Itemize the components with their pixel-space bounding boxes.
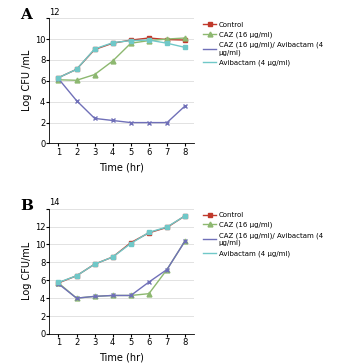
X-axis label: Time (hr): Time (hr) (99, 162, 144, 172)
Legend: Control, CAZ (16 μg/ml), CAZ (16 μg/ml)/ Avibactam (4
μg/ml), Avibactam (4 μg/ml: Control, CAZ (16 μg/ml), CAZ (16 μg/ml)/… (203, 212, 323, 257)
Text: A: A (20, 8, 32, 22)
X-axis label: Time (hr): Time (hr) (99, 353, 144, 363)
Legend: Control, CAZ (16 μg/ml), CAZ (16 μg/ml)/ Avibactam (4
μg/ml), Avibactam (4 μg/ml: Control, CAZ (16 μg/ml), CAZ (16 μg/ml)/… (203, 22, 323, 66)
Text: 14: 14 (49, 199, 60, 207)
Y-axis label: Log CFU/mL: Log CFU/mL (22, 242, 32, 301)
Text: 12: 12 (49, 8, 60, 17)
Text: B: B (20, 199, 34, 213)
Y-axis label: Log CFU /mL: Log CFU /mL (22, 50, 32, 111)
